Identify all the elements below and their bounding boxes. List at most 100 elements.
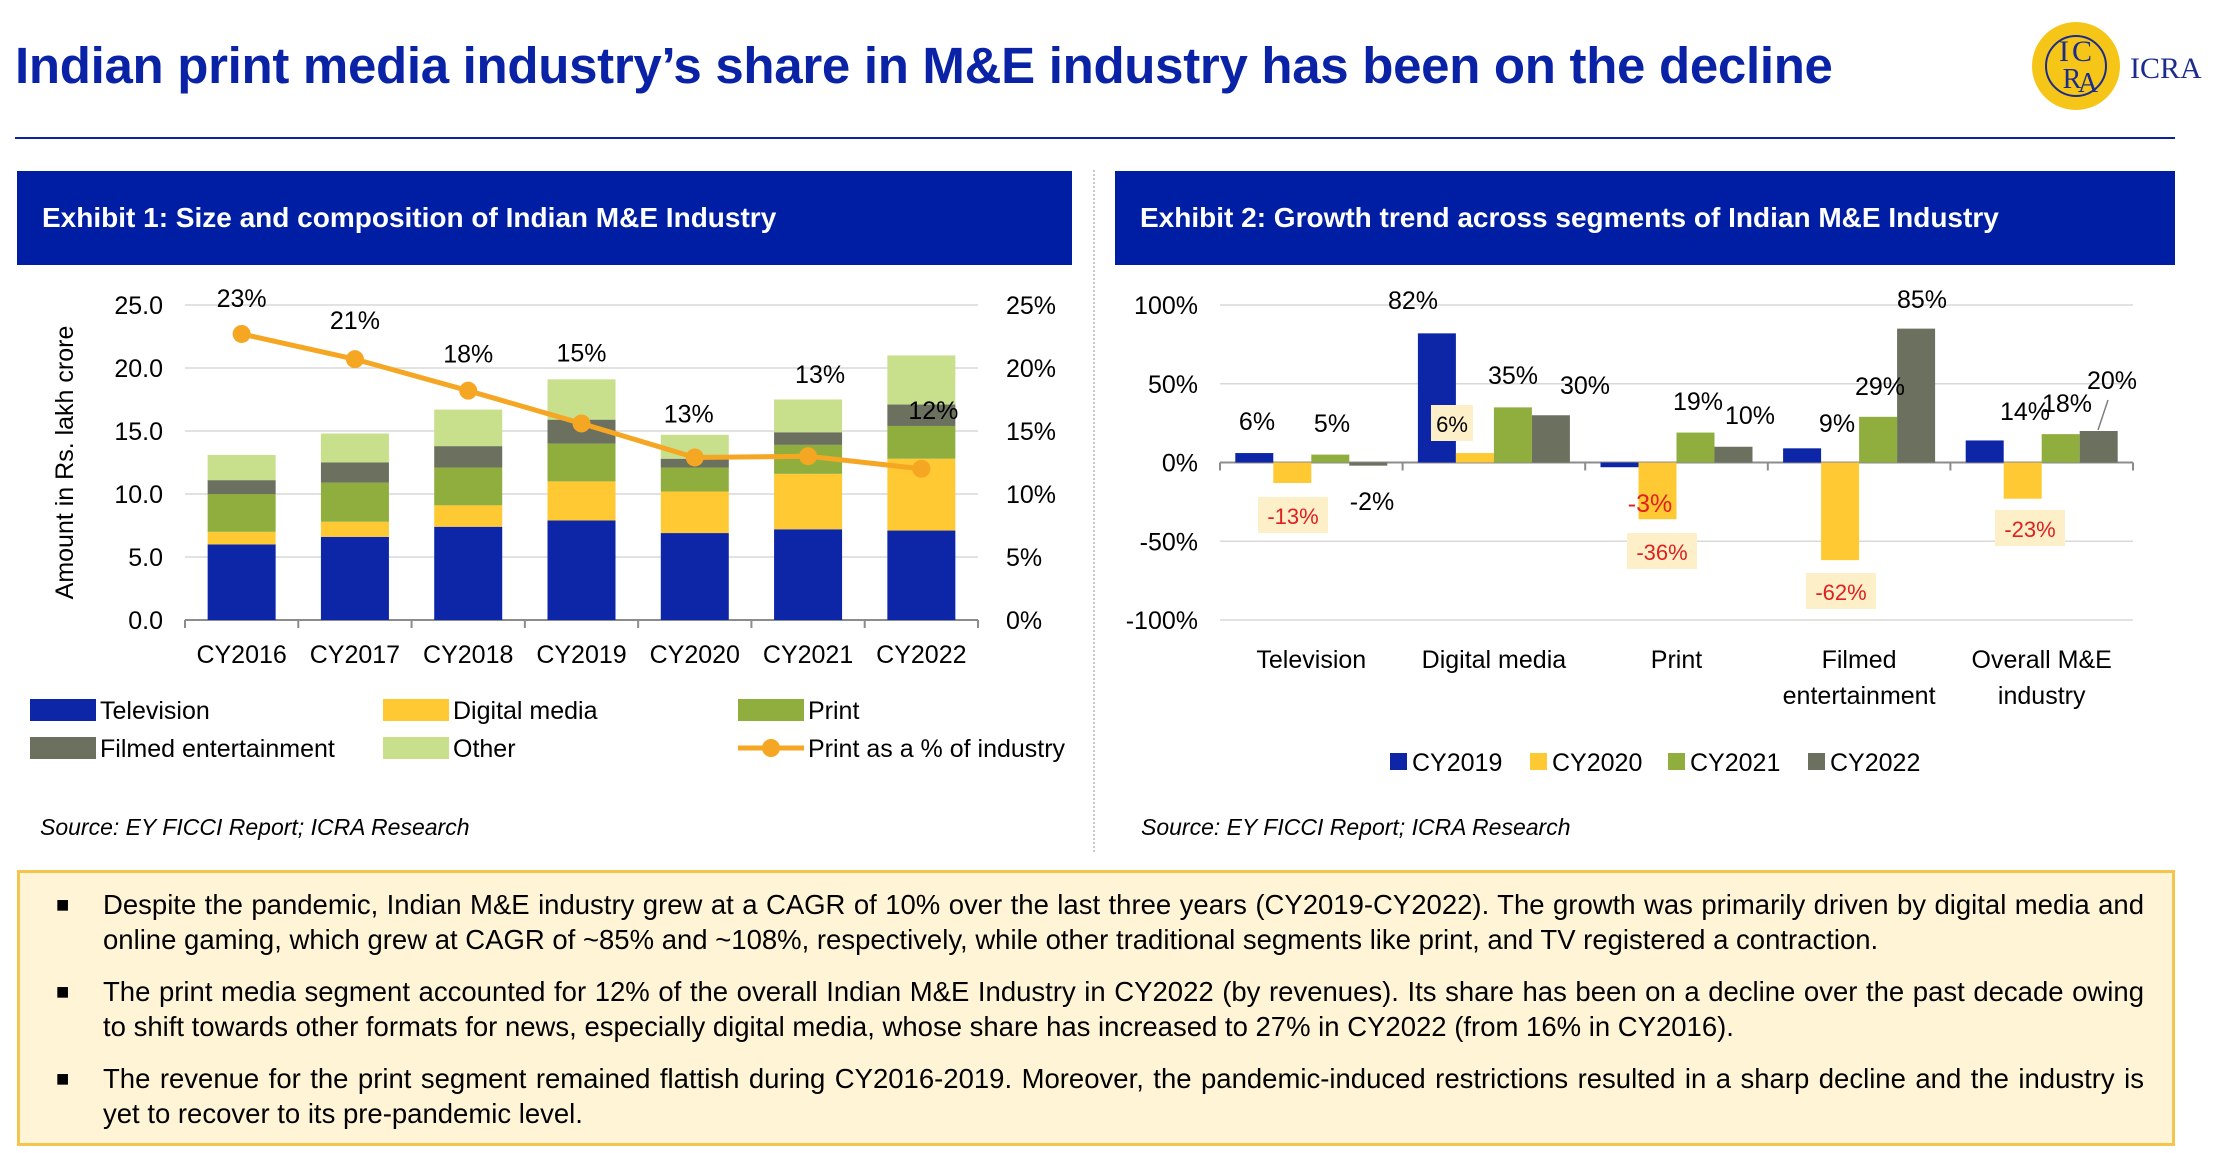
exhibit1-header: Exhibit 1: Size and composition of India…	[17, 171, 1072, 265]
data-label: -62%	[1815, 580, 1866, 605]
data-label-callout	[1258, 497, 1328, 533]
legend-label: CY2019	[1412, 749, 1502, 777]
data-label: 35%	[1488, 362, 1538, 390]
note-item: ■ The revenue for the print segment remai…	[48, 1061, 2144, 1131]
print-share-point	[799, 447, 818, 466]
y-tick-label: 25.0	[114, 292, 163, 320]
logo-letter-r: R	[2063, 64, 2082, 95]
exhibit1-chart: 0.0 5.0 10.0 15.0 20.0 25.0 0% 5% 10% 15% 20% 25% Am…	[30, 285, 1066, 763]
data-label: 18%	[2042, 390, 2092, 418]
bar-segment-digital-media	[434, 505, 503, 527]
legend-label: Print	[808, 697, 859, 725]
bar-segment-television	[434, 526, 503, 620]
y-tick-label: 15.0	[114, 418, 163, 446]
bar-cy2020	[1273, 462, 1312, 483]
x-category-label: Filmed	[1822, 646, 1897, 674]
data-label: 6%	[1436, 412, 1468, 437]
legend-swatch-print	[738, 699, 804, 721]
y2-tick-label: 20%	[1006, 355, 1056, 383]
bar-segment-television	[547, 520, 616, 620]
data-label: 85%	[1897, 286, 1947, 314]
bar-cy2019	[1783, 448, 1822, 463]
data-label: 29%	[1855, 373, 1905, 401]
x-category-label: Overall M&E	[1972, 646, 2112, 674]
bar-cy2019	[1965, 440, 2004, 463]
bar-segment-other	[887, 355, 956, 405]
data-label: -2%	[1350, 488, 1394, 516]
bar-segment-digital-media	[547, 481, 616, 521]
icra-logo: I C R A ICRA	[2032, 22, 2202, 110]
bar-segment-digital-media	[774, 473, 843, 530]
x-category-label: Print	[1651, 646, 1702, 674]
legend-label: Other	[453, 735, 516, 763]
print-share-data-label: 18%	[443, 341, 493, 369]
bar-segment-filmed-entertainment	[207, 480, 276, 494]
bar-segment-digital-media	[207, 531, 276, 545]
logo-letter-c: C	[2072, 35, 2092, 68]
y-tick-label: 0.0	[128, 607, 163, 635]
print-share-data-label: 12%	[908, 397, 958, 425]
print-share-data-label: 23%	[217, 285, 267, 313]
data-label: 20%	[2087, 367, 2137, 395]
bar-segment-other	[320, 433, 389, 463]
print-share-point	[345, 350, 364, 369]
print-share-point	[232, 324, 251, 343]
bar-segment-print	[207, 494, 276, 532]
data-label-callout	[1806, 573, 1876, 609]
legend-label: CY2021	[1690, 749, 1780, 777]
x-tick-label: CY2022	[876, 641, 966, 669]
bar-segment-print	[660, 467, 729, 492]
x-tick-label: CY2016	[196, 641, 286, 669]
y-tick-label: 100%	[1134, 292, 1198, 320]
bar-cy2021	[1859, 416, 1898, 463]
bar-segment-filmed-entertainment	[320, 462, 389, 483]
note-item: ■ Despite the pandemic, Indian M&E indust…	[48, 887, 2144, 957]
data-label: 5%	[1314, 410, 1350, 438]
legend-label: Digital media	[453, 697, 598, 725]
bar-segment-filmed-entertainment	[434, 446, 503, 468]
note-text: The print media segment accounted for 12…	[103, 976, 2144, 1042]
data-label: 6%	[1239, 408, 1275, 436]
bar-cy2021	[1676, 432, 1715, 463]
bar-segment-other	[207, 454, 276, 481]
bar-segment-other	[774, 399, 843, 433]
bar-cy2022	[2079, 431, 2118, 463]
data-label: -13%	[1267, 504, 1318, 529]
y2-tick-label: 25%	[1006, 292, 1056, 320]
page-title: Indian print media industry’s share in M…	[15, 37, 1833, 94]
bar-cy2020	[2003, 462, 2042, 499]
data-label-callout	[1627, 533, 1697, 569]
x-category-label: entertainment	[1783, 682, 1936, 710]
y-tick-label: -100%	[1126, 607, 1198, 635]
exhibit2-source: Source: EY FICCI Report; ICRA Research	[1141, 814, 1571, 840]
bar-segment-television	[660, 533, 729, 620]
legend-swatch-television	[30, 699, 96, 721]
bar-segment-filmed-entertainment	[774, 432, 843, 445]
logo-letter-a: A	[2078, 68, 2099, 99]
bar-cy2022	[1714, 446, 1753, 463]
y2-tick-label: 0%	[1006, 607, 1042, 635]
bar-segment-print	[320, 482, 389, 522]
legend-swatch-other	[383, 737, 449, 759]
logo-letter-i: I	[2059, 35, 2069, 68]
y-tick-label: 5.0	[128, 544, 163, 572]
x-tick-label: CY2020	[650, 641, 740, 669]
x-category-label: Digital media	[1422, 646, 1567, 674]
logo-wordmark: ICRA	[2130, 52, 2202, 85]
bar-cy2019	[1235, 453, 1274, 463]
bar-segment-television	[774, 529, 843, 620]
x-tick-label: CY2017	[310, 641, 400, 669]
x-tick-label: CY2018	[423, 641, 513, 669]
y-tick-label: 0%	[1162, 450, 1198, 478]
legend-swatch-cy2021	[1668, 753, 1685, 770]
bar-cy2020	[1455, 453, 1494, 463]
y2-tick-label: 10%	[1006, 481, 1056, 509]
print-share-data-label: 15%	[556, 339, 606, 367]
square-bullet-icon: ■	[56, 979, 70, 1004]
exhibit1-source: Source: EY FICCI Report; ICRA Research	[40, 814, 470, 840]
x-tick-label: CY2019	[536, 641, 626, 669]
y-axis-title: Amount in Rs. lakh crore	[51, 326, 79, 600]
panel-divider	[1093, 170, 1095, 852]
bar-cy2019	[1417, 333, 1456, 463]
